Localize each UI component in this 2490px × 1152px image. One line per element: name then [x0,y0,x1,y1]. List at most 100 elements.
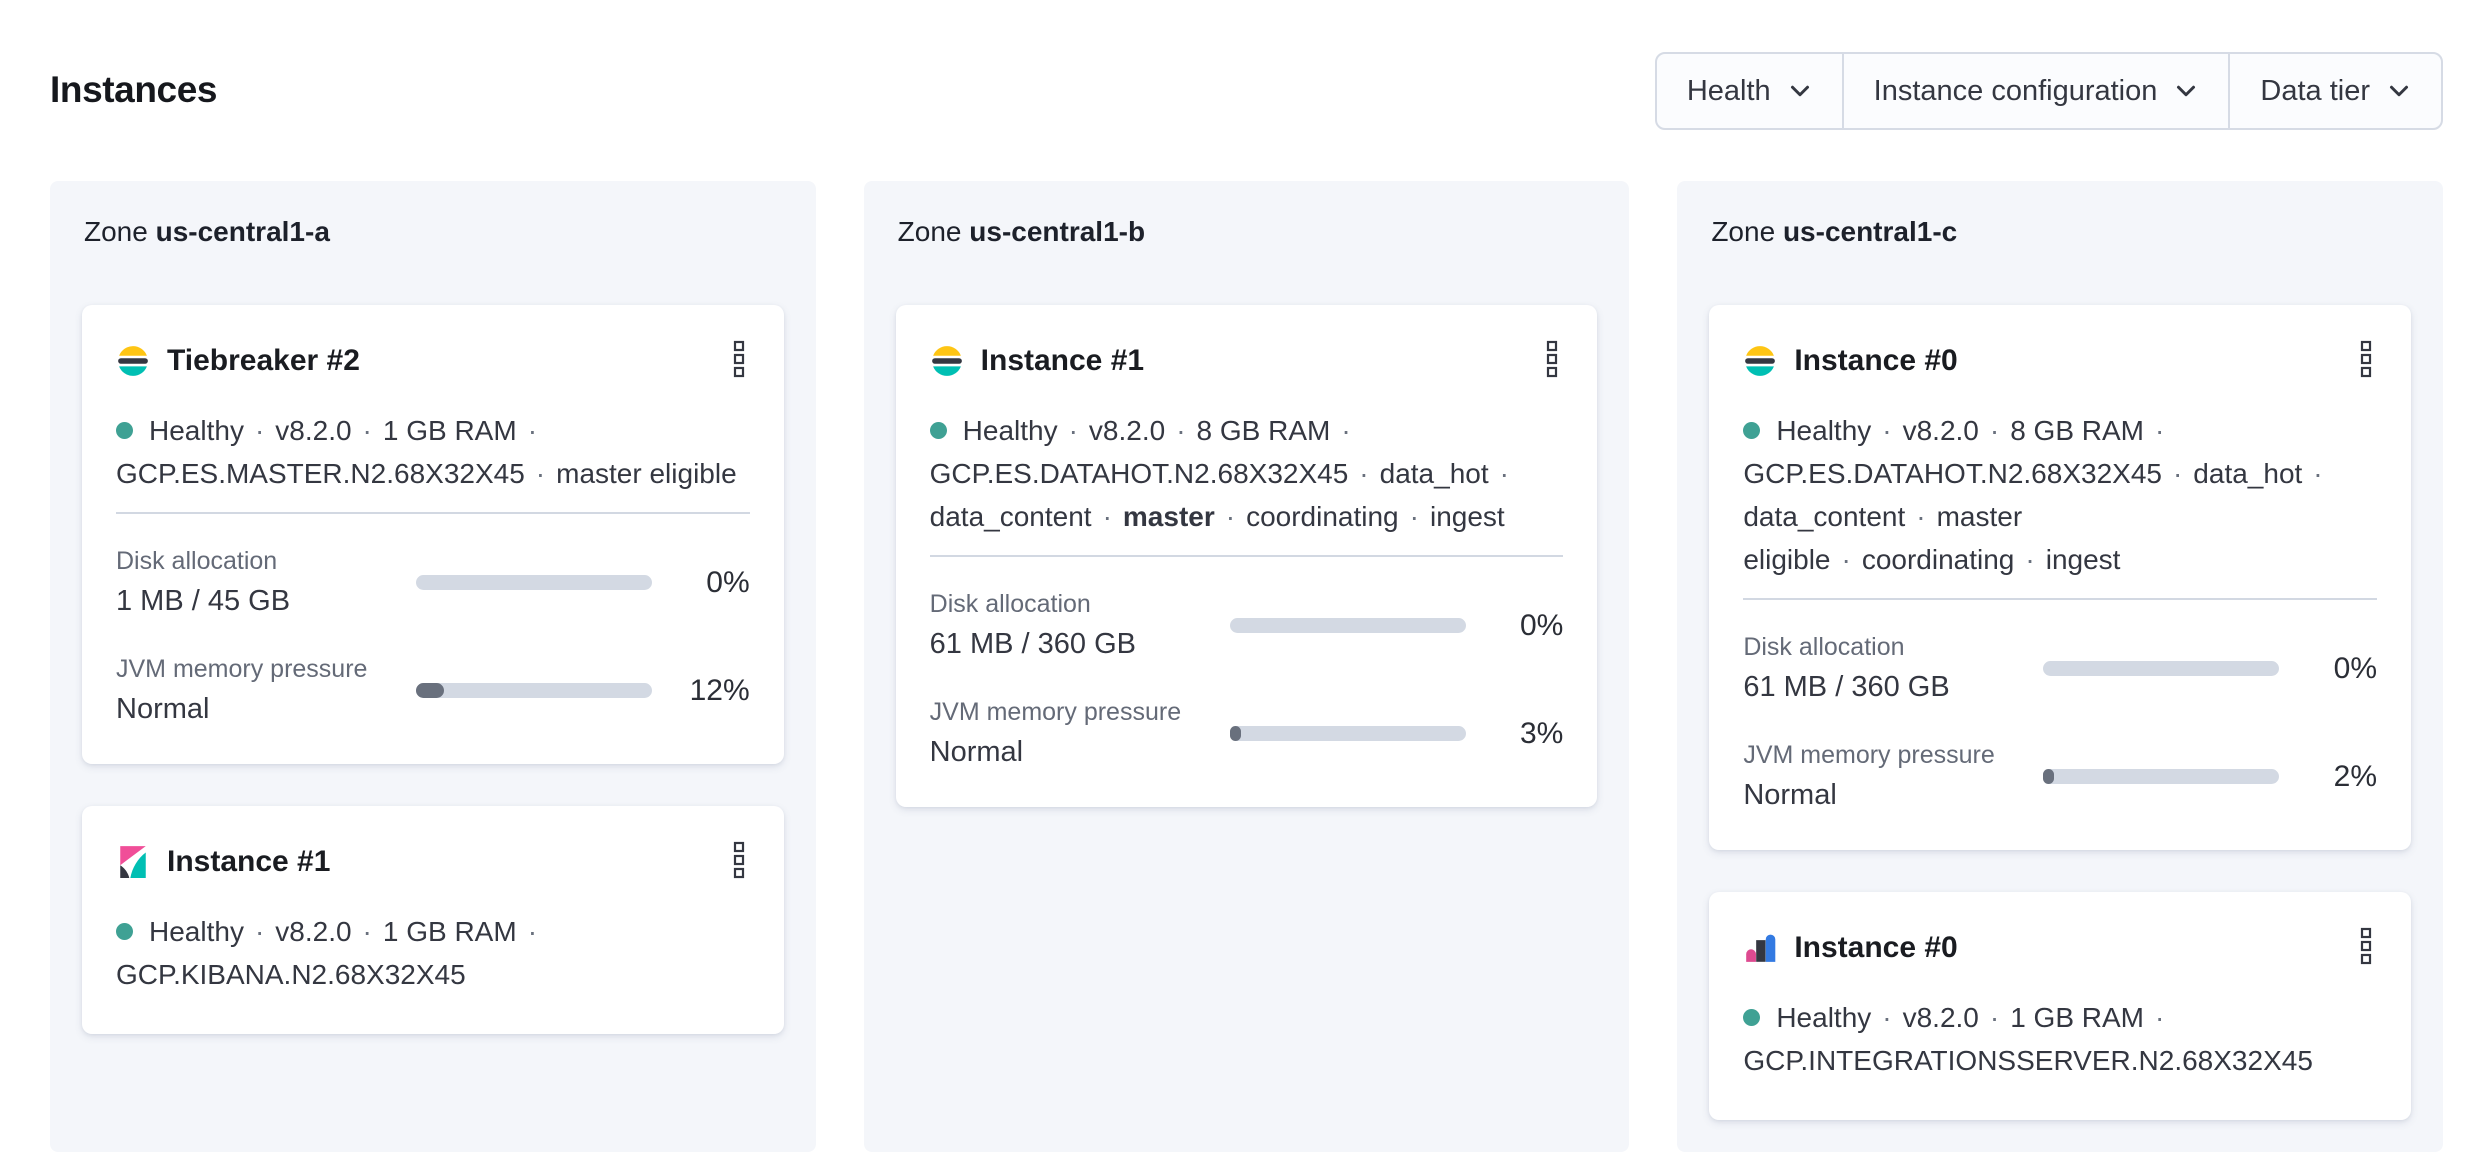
zone-name: us-central1-b [969,216,1146,247]
status-line-1: Healthy · v8.2.0 · 1 GB RAM · [1776,1002,2165,1033]
instance-metrics: Disk allocation 61 MB / 360 GB 0% JVM me… [1743,633,2377,812]
zone-label-prefix: Zone [84,216,148,247]
card-divider [1743,598,2377,600]
health-status-dot [1743,422,1761,439]
disk-allocation-metric: Disk allocation 1 MB / 45 GB 0% [116,547,750,618]
jvm-pressure-bar [1229,726,1466,741]
jvm-pressure-bar-fill [416,683,445,698]
chevron-down-icon [2177,85,2196,97]
instance-title: Tiebreaker #2 [167,343,360,377]
card-header: Instance #1 [930,337,1564,384]
metric-label: Disk allocation [1743,633,1905,661]
zone-label: Zone us-central1-c [1711,216,2411,248]
page-header: Instances Health Instance configuration … [0,0,2490,130]
metric-value: Normal [116,693,210,725]
chevron-down-icon [1790,85,1809,97]
zone-cards: Instance #0 Healthy · v8.2.0 · 8 GB RAM · [1709,305,2411,1120]
boxes-vertical-icon [2360,927,2372,965]
disk-usage-bar [2043,661,2280,676]
integrations-server-logo [1746,934,1776,962]
card-header: Tiebreaker #2 [116,337,750,384]
data-tier-filter-button[interactable]: Data tier [2228,54,2441,128]
metric-percent: 3% [1519,716,1564,750]
instance-configuration-filter-button[interactable]: Instance configuration [1841,54,2229,128]
zone-label-prefix: Zone [897,216,962,247]
health-status-dot [1743,1009,1761,1026]
zone-panel-us-central1-b: Zone us-central1-b Instance #1 [863,181,1630,1152]
elasticsearch-logo [931,345,962,376]
jvm-pressure-bar-fill [1229,726,1241,741]
boxes-vertical-icon [733,340,744,378]
card-header: Instance #0 [1743,337,2377,384]
page-title: Instances [50,69,218,110]
chevron-down-icon [2390,85,2408,97]
status-line-2: GCP.INTEGRATIONSSERVER.N2.68X32X45 [1743,1045,2313,1076]
status-line-1: Healthy · v8.2.0 · 8 GB RAM · [962,415,1351,446]
instance-metrics: Disk allocation 1 MB / 45 GB 0% JVM memo… [116,547,750,726]
jvm-pressure-bar [2043,769,2280,784]
status-line-1: Healthy · v8.2.0 · 1 GB RAM · [149,916,538,947]
health-filter-label: Health [1686,74,1771,107]
jvm-memory-pressure-metric: JVM memory pressure Normal 12% [116,655,750,726]
instance-card-es-1: Instance #1 Healthy · v8.2.0 · 8 GB RAM · [895,305,1598,807]
zone-name: us-central1-a [155,216,330,247]
status-line-1: Healthy · v8.2.0 · 1 GB RAM · [149,415,538,446]
jvm-memory-pressure-metric: JVM memory pressure Normal 3% [930,698,1564,769]
metric-value: Normal [929,736,1024,768]
instance-configuration-filter-label: Instance configuration [1873,74,2158,107]
elasticsearch-logo [1745,345,1776,376]
instance-title: Instance #0 [1794,930,1958,964]
metric-percent: 12% [689,673,750,707]
metric-value: Normal [1743,779,1837,811]
instance-menu-button[interactable] [728,838,750,885]
instance-card-integrations-0: Instance #0 Healthy · v8.2.0 · 1 GB RAM · [1709,892,2411,1120]
instance-menu-button[interactable] [2355,337,2377,384]
status-line-2: GCP.ES.DATAHOT.N2.68X32X45 · data_hot · [1743,458,2323,489]
metric-label: Disk allocation [116,547,278,575]
status-line-1: Healthy · v8.2.0 · 8 GB RAM · [1776,415,2165,446]
metric-label: JVM memory pressure [1743,741,1995,769]
instance-card-tiebreaker-2: Tiebreaker #2 Healthy · v8.2.0 · 1 GB RAM · [82,305,784,764]
instance-description: Healthy · v8.2.0 · 1 GB RAM · GCP.KIBANA.N2.6… [116,910,750,996]
instance-title: Instance #1 [980,343,1145,377]
card-divider [116,512,750,514]
status-line-3: data_content · master · coordinating · ingest [929,501,1505,532]
card-header: Instance #0 [1743,924,2377,971]
zone-name: us-central1-c [1782,216,1958,247]
instance-menu-button[interactable] [728,337,750,384]
instance-metrics: Disk allocation 61 MB / 360 GB 0% JVM me… [930,590,1564,769]
metric-percent: 0% [706,565,750,599]
jvm-pressure-bar-fill [2043,769,2055,784]
data-tier-filter-label: Data tier [2260,74,2370,107]
jvm-memory-pressure-metric: JVM memory pressure Normal 2% [1743,741,2377,812]
card-header: Instance #1 [116,838,750,885]
metric-percent: 0% [1519,608,1564,642]
metric-value: 61 MB / 360 GB [929,628,1136,660]
status-line-3: data_content · master eligible · coordinatin… [1743,501,2121,575]
zones-grid: Zone us-central1-a Tiebreaker #2 [50,181,2443,1152]
zone-label-prefix: Zone [1711,216,1776,247]
boxes-vertical-icon [733,841,744,879]
zone-label: Zone us-central1-a [84,216,784,248]
kibana-logo [120,845,146,878]
instance-menu-button[interactable] [1541,337,1563,384]
zone-cards: Instance #1 Healthy · v8.2.0 · 8 GB RAM · [895,305,1598,807]
filter-group: Health Instance configuration Data tier [1654,52,2443,130]
health-filter-button[interactable]: Health [1657,54,1842,128]
instance-description: Healthy · v8.2.0 · 1 GB RAM · GCP.INTEGRATION… [1743,996,2377,1082]
instance-card-kibana-1: Instance #1 Healthy · v8.2.0 · 1 GB RAM · [82,806,784,1034]
jvm-pressure-bar [416,683,652,698]
metric-label: JVM memory pressure [116,655,368,683]
zone-cards: Tiebreaker #2 Healthy · v8.2.0 · 1 GB RAM · [82,305,784,1034]
instance-title: Instance #0 [1794,343,1958,377]
instance-title: Instance #1 [167,844,331,878]
metric-value: 61 MB / 360 GB [1743,671,1950,703]
instance-menu-button[interactable] [2355,924,2377,971]
elasticsearch-logo [118,345,148,376]
status-line-2: GCP.ES.MASTER.N2.68X32X45 · master eligibl… [116,458,737,489]
health-status-dot [929,422,947,439]
metric-percent: 0% [2333,651,2377,685]
boxes-vertical-icon [1547,340,1558,378]
disk-usage-bar [1229,618,1466,633]
card-divider [929,555,1564,557]
